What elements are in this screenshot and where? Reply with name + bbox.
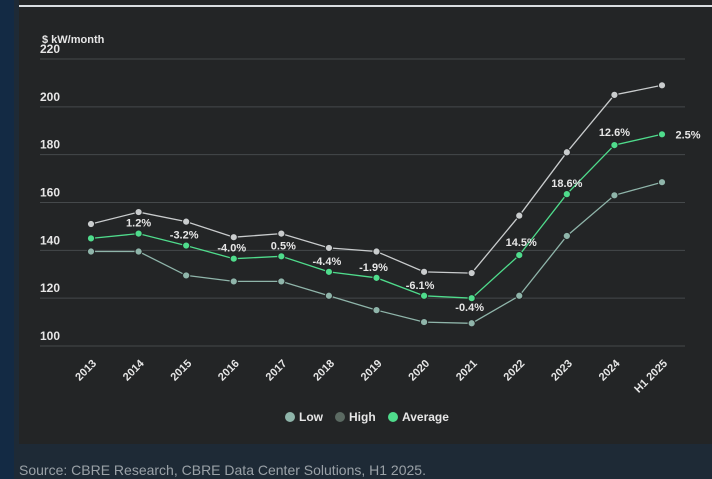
point-high-2022 xyxy=(515,211,524,220)
point-low-2013 xyxy=(86,247,96,256)
point-high-2024 xyxy=(610,90,619,99)
legend-swatch-high xyxy=(335,412,345,422)
point-low-2019 xyxy=(372,306,381,315)
data-label-average-2018: -4.4% xyxy=(313,256,342,268)
point-high-2017 xyxy=(277,229,286,238)
data-label-average-2023: 18.6% xyxy=(551,178,582,190)
point-high-2015 xyxy=(182,217,191,226)
point-high-2018 xyxy=(324,243,334,253)
point-high-2016 xyxy=(229,233,238,242)
point-low-2020 xyxy=(419,317,429,327)
data-label-average-2016: -4.0% xyxy=(217,243,246,255)
y-tick-label-120: 120 xyxy=(40,281,60,295)
y-axis-unit-label: $ kW/month xyxy=(42,34,105,46)
point-average-2017 xyxy=(277,252,286,261)
left-accent-strip xyxy=(0,0,14,479)
legend-swatch-low xyxy=(285,412,295,422)
point-high-2019 xyxy=(372,247,381,256)
x-tick-label-2023: 2023 xyxy=(549,358,575,384)
point-low-H1-2025 xyxy=(657,178,667,187)
x-tick-label-2018: 2018 xyxy=(311,358,337,384)
point-low-2016 xyxy=(229,277,238,286)
line-chart: $ kW/month 100 120 140 160 180 200 220 2013 201… xyxy=(40,34,701,424)
x-tick-label-H1-2025: H1 2025 xyxy=(632,358,670,396)
chart-panel xyxy=(19,0,712,444)
data-label-average-2019: -1.9% xyxy=(359,262,388,274)
x-tick-label-2021: 2021 xyxy=(454,358,480,384)
point-average-2014 xyxy=(134,229,143,238)
point-low-2021 xyxy=(467,319,476,328)
point-average-2018 xyxy=(324,267,334,276)
point-average-H1-2025 xyxy=(657,130,667,139)
point-low-2014 xyxy=(134,247,143,256)
top-divider xyxy=(19,5,712,7)
point-average-2021 xyxy=(467,294,476,303)
x-tick-label-2015: 2015 xyxy=(168,358,194,384)
y-tick-label-220: 220 xyxy=(40,42,60,56)
point-low-2017 xyxy=(277,277,286,286)
y-tick-label-180: 180 xyxy=(40,138,60,152)
legend-label-average: Average xyxy=(402,410,449,424)
data-label-average-2017: 0.5% xyxy=(271,240,296,252)
source-note: Source: CBRE Research, CBRE Data Center … xyxy=(19,462,426,478)
legend-swatch-average xyxy=(388,412,398,422)
point-low-2018 xyxy=(324,291,334,300)
data-label-average-H1-2025: 2.5% xyxy=(675,129,700,141)
legend-label-low: Low xyxy=(299,410,324,424)
data-label-average-2014: 1.2% xyxy=(126,218,151,230)
point-average-2016 xyxy=(229,254,238,263)
point-low-2023 xyxy=(562,231,571,241)
data-label-average-2022: 14.5% xyxy=(506,237,537,249)
point-high-2014 xyxy=(134,207,143,217)
point-high-H1-2025 xyxy=(657,81,667,90)
data-label-average-2020: -6.1% xyxy=(406,280,435,292)
point-average-2019 xyxy=(372,273,381,282)
point-low-2024 xyxy=(610,191,619,200)
point-average-2013 xyxy=(86,234,96,243)
y-tick-label-160: 160 xyxy=(40,186,60,200)
x-tick-label-2016: 2016 xyxy=(216,358,242,384)
x-tick-label-2017: 2017 xyxy=(264,358,290,384)
x-tick-label-2014: 2014 xyxy=(121,357,147,383)
point-high-2020 xyxy=(419,267,429,276)
y-tick-label-140: 140 xyxy=(40,233,60,247)
point-average-2023 xyxy=(562,190,571,199)
x-tick-label-2022: 2022 xyxy=(502,358,528,384)
legend-label-high: High xyxy=(349,410,376,424)
point-low-2022 xyxy=(515,291,524,300)
x-tick-label-2019: 2019 xyxy=(359,358,385,384)
point-low-2015 xyxy=(182,271,191,280)
point-high-2023 xyxy=(562,148,571,157)
data-label-average-2024: 12.6% xyxy=(599,127,630,139)
data-label-average-2021: -0.4% xyxy=(455,302,484,314)
x-tick-label-2024: 2024 xyxy=(597,357,623,383)
point-average-2022 xyxy=(515,251,524,260)
point-average-2024 xyxy=(610,141,619,150)
point-average-2020 xyxy=(419,291,429,300)
point-average-2015 xyxy=(182,241,191,250)
x-tick-label-2013: 2013 xyxy=(73,358,99,384)
y-tick-label-200: 200 xyxy=(40,90,60,104)
x-tick-label-2020: 2020 xyxy=(406,358,432,384)
y-tick-label-100: 100 xyxy=(40,329,60,343)
point-high-2013 xyxy=(86,219,96,229)
data-label-average-2015: -3.2% xyxy=(170,230,199,242)
point-high-2021 xyxy=(467,268,476,278)
